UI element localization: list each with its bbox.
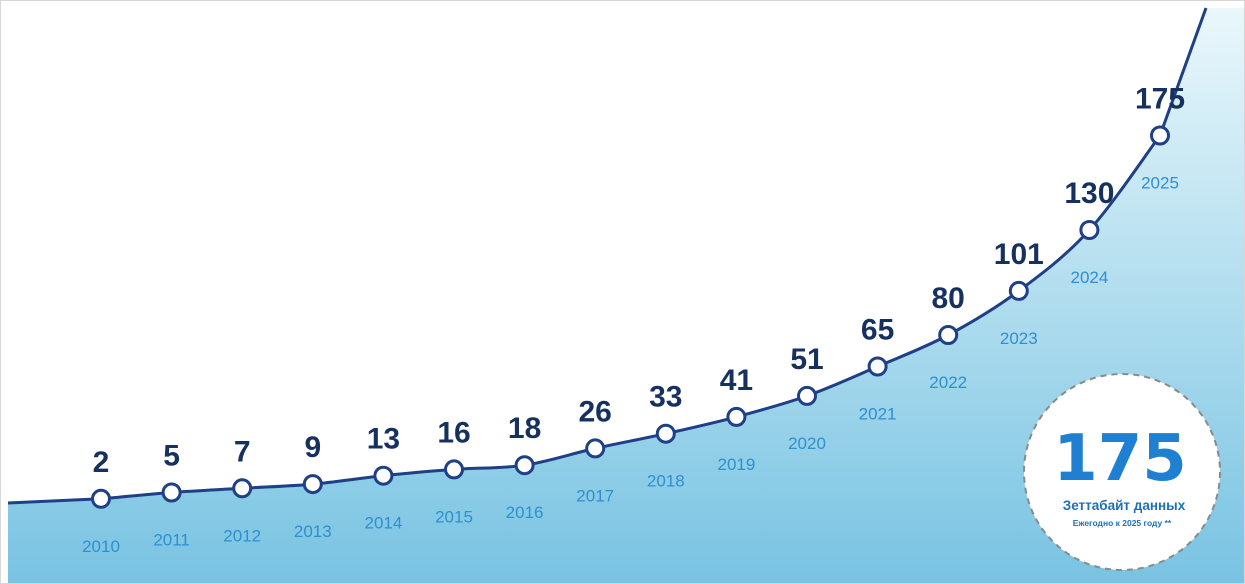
data-point-2024: [1079, 220, 1100, 240]
year-label-2024: 2024: [1070, 268, 1108, 287]
data-point-2022: [938, 325, 959, 345]
badge-caption: Зеттабайт данных: [1063, 498, 1186, 513]
data-point-2023: [1008, 280, 1029, 301]
value-label-2019: 41: [720, 364, 753, 397]
data-marks: 2 2010 5 2011 7 2012 9 2013 13 2014 16 2015 18 2016 26…: [82, 83, 1185, 556]
year-label-2011: 2011: [153, 531, 190, 550]
data-point-2017: [585, 438, 606, 459]
data-point-2020: [797, 385, 817, 406]
data-point-2021: [867, 356, 888, 377]
year-label-2012: 2012: [223, 526, 261, 545]
data-point-2011: [161, 482, 182, 503]
badge-value: 175: [1053, 422, 1187, 496]
year-label-2023: 2023: [1000, 329, 1038, 348]
value-label-2012: 7: [234, 435, 251, 468]
value-label-2021: 65: [861, 314, 894, 347]
badge-circle: [1023, 373, 1221, 571]
badge-subcaption: Ежегодно к 2025 году **: [1073, 518, 1172, 528]
value-label-2024: 130: [1064, 177, 1114, 210]
year-label-2014: 2014: [364, 514, 402, 533]
data-point-2019: [726, 406, 747, 427]
value-label-2017: 26: [579, 395, 612, 428]
data-point-2015: [444, 459, 464, 480]
data-point-2012: [232, 478, 253, 499]
series-line: [7, 7, 1208, 505]
data-point-2016: [514, 455, 535, 476]
data-point-2018: [655, 423, 676, 444]
value-label-2015: 16: [437, 416, 470, 449]
data-point-2013: [302, 474, 323, 495]
value-label-2025: 175: [1135, 83, 1185, 116]
data-point-2010: [91, 488, 111, 509]
year-label-2015: 2015: [435, 507, 473, 526]
data-point-2014: [373, 465, 394, 486]
year-label-2020: 2020: [788, 434, 826, 453]
value-label-2018: 33: [649, 381, 682, 414]
year-label-2022: 2022: [929, 373, 967, 392]
year-label-2019: 2019: [717, 455, 755, 474]
year-label-2010: 2010: [82, 537, 120, 556]
value-label-2010: 2: [93, 446, 110, 479]
value-label-2013: 9: [304, 431, 321, 464]
value-label-2020: 51: [790, 343, 823, 376]
data-point-2025: [1150, 125, 1170, 146]
area-fill: [8, 8, 1244, 583]
year-label-2013: 2013: [294, 522, 332, 541]
total-badge: 175 Зеттабайт данных Ежегодно к 2025 год…: [1023, 373, 1221, 571]
value-label-2023: 101: [994, 238, 1044, 271]
value-label-2022: 80: [932, 282, 965, 315]
year-label-2016: 2016: [506, 503, 544, 522]
value-label-2014: 13: [367, 423, 400, 456]
year-label-2017: 2017: [576, 486, 614, 505]
value-label-2016: 18: [508, 412, 541, 445]
year-label-2018: 2018: [647, 472, 685, 491]
year-label-2021: 2021: [859, 405, 897, 424]
year-label-2025: 2025: [1141, 174, 1179, 193]
value-label-2011: 5: [163, 440, 180, 473]
